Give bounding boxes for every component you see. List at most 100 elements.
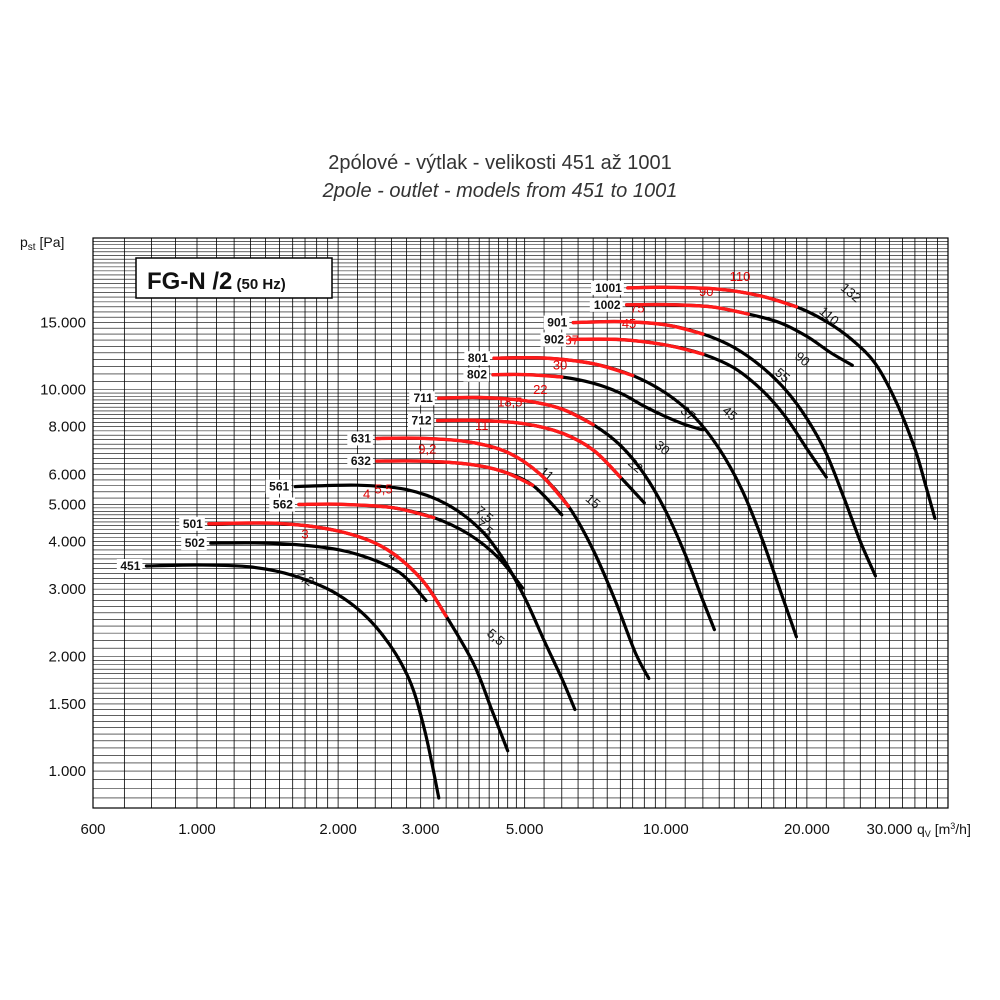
model-label: 901 [547,316,567,330]
model-label-bg [116,558,143,573]
x-tick-label: 600 [80,821,105,838]
power-label: 4 [363,487,370,502]
model-label-bg [407,413,434,428]
x-axis-label: qV [m3/h] [917,821,971,839]
model-label-bg [265,479,292,494]
y-tick-label: 8.000 [48,419,86,436]
curve-highlight [624,302,750,316]
chart-title-en: 2pole - outlet - models from 451 to 1001 [322,180,678,202]
model-label: 1002 [594,298,621,312]
curve-line [207,521,510,753]
model-label: 631 [351,431,371,445]
x-tick-label: 10.000 [643,821,689,838]
curve-highlight [626,285,799,309]
model-badge: FG-N /2 (50 Hz) [135,257,333,299]
power-label: 9,2 [418,442,436,457]
power-label: 75 [630,300,644,315]
model-label-bg [464,351,490,366]
model-label: 1001 [595,281,622,295]
model-label-bg [591,280,624,295]
curve-highlight [375,436,571,508]
x-tick-label: 1.000 [178,821,216,838]
model-label-bg [409,391,435,406]
y-tick-label: 3.000 [48,581,86,598]
power-label: 90 [699,284,713,299]
power-label: 90 [792,348,813,369]
x-tick-label: 30.000 [866,821,912,838]
curve-line [209,541,428,603]
badge-box [135,257,333,299]
y-tick-label: 6.000 [48,466,86,483]
model-label: 561 [269,480,289,494]
curve-highlight [207,521,448,618]
x-tick-label: 3.000 [402,821,440,838]
x-tick-label: 2.000 [319,821,357,838]
curve-highlight [571,319,705,336]
x-tick-label: 5.000 [506,821,544,838]
y-tick-label: 2.000 [48,648,86,665]
y-tick-label: 1.000 [48,763,86,780]
model-label-bg [543,315,570,330]
curve-highlight [568,337,705,356]
curve-901: 901 75 90 [543,300,877,578]
curve-highlight [435,418,622,479]
model-label: 801 [468,351,488,365]
curve-line [293,483,577,712]
power-label: 30 [553,357,567,372]
model-label: 562 [273,498,293,512]
model-label: 711 [413,391,433,405]
curve-highlight [375,459,535,487]
power-label: 5,5 [484,625,507,648]
curve-902: 902 45 55 [540,316,828,479]
curve-451: 451 2,2 [116,558,441,800]
curve-highlight [492,355,635,378]
plot-frame [92,237,949,809]
model-label-bg [347,454,373,469]
power-label: 15 [583,491,604,512]
power-label: 55 [772,365,793,386]
model-label: 502 [185,536,205,550]
model-label: 451 [120,559,140,573]
badge-label: FG-N /2 (50 Hz) [147,268,286,295]
model-label-bg [181,536,207,551]
curve-highlight [437,395,595,427]
chart-title-cz: 2pólové - výtlak - velikosti 451 až 1001 [328,152,672,174]
curve-561: 561 5,57,5 [265,479,577,712]
model-label-bg [540,332,567,347]
model-label: 632 [351,454,371,468]
model-label-bg [347,431,373,446]
power-label: 18,5 [497,394,522,409]
model-label-bg [269,497,295,512]
power-label: 3 [301,527,308,542]
power-label: 2,2 [294,566,317,589]
model-label: 802 [467,368,487,382]
y-tick-label: 15.000 [40,315,86,332]
model-label-bg [463,367,490,382]
y-tick-label: 10.000 [40,382,86,399]
power-label: 45 [719,403,740,424]
grid [92,237,949,809]
power-label: 22 [533,382,547,397]
power-label: 45 [622,316,636,331]
power-label: 110 [730,269,751,284]
x-tick-label: 20.000 [784,821,830,838]
model-label-bg [179,516,205,531]
model-label: 902 [544,332,564,346]
curve-highlight [491,372,564,379]
y-tick-label: 1.500 [48,696,86,713]
model-label: 501 [183,517,203,531]
y-tick-label: 4.000 [48,533,86,550]
y-axis-label: pst [Pa] [20,234,64,253]
model-label-bg [589,297,623,312]
y-tick-label: 5.000 [48,497,86,514]
curve-highlight [297,502,436,520]
curve-line [144,563,441,800]
model-label: 712 [412,414,432,428]
